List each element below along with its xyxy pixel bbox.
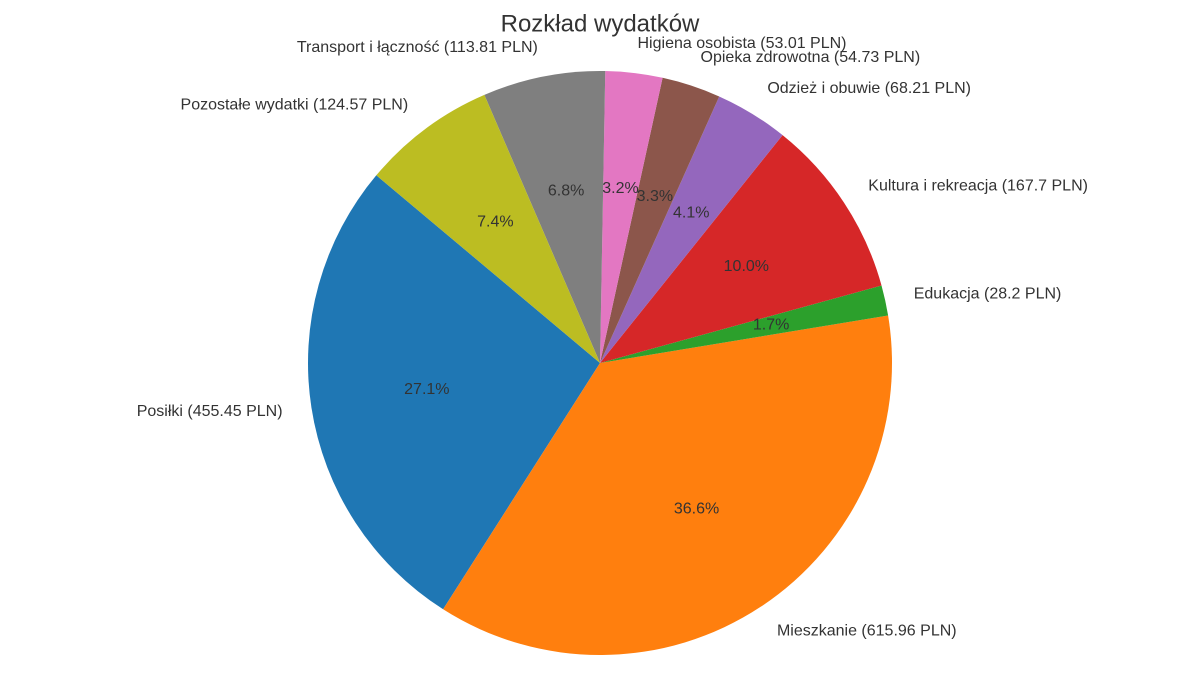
slice-label: Edukacja (28.2 PLN) — [914, 285, 1062, 302]
pie-slice — [484, 71, 606, 363]
pie-slice — [600, 285, 889, 363]
percent-label: 3.2% — [602, 180, 638, 197]
pie-slice — [600, 71, 663, 363]
percent-label: 4.1% — [673, 205, 709, 222]
pie-slice — [600, 135, 882, 363]
percent-label: 27.1% — [404, 381, 449, 398]
pie-slice — [308, 175, 600, 610]
chart-title: Rozkład wydatków — [501, 10, 700, 37]
slice-label: Mieszkanie (615.96 PLN) — [777, 622, 957, 639]
percent-label: 36.6% — [674, 500, 719, 517]
percent-label: 10.0% — [724, 258, 769, 275]
pie-slice — [600, 96, 783, 364]
pie-slice — [443, 315, 892, 655]
slice-label: Opieka zdrowotna (54.73 PLN) — [701, 49, 921, 66]
slice-label: Odzież i obuwie (68.21 PLN) — [767, 80, 971, 97]
slice-label: Higiena osobista (53.01 PLN) — [638, 35, 847, 52]
pie-slice — [600, 77, 720, 364]
percent-label: 7.4% — [477, 214, 513, 231]
slice-label: Pozostałe wydatki (124.57 PLN) — [181, 97, 409, 114]
pie-slice — [376, 94, 600, 363]
slice-label: Posiłki (455.45 PLN) — [137, 403, 283, 420]
percent-label: 6.8% — [548, 182, 584, 199]
slice-label: Kultura i rekreacja (167.7 PLN) — [868, 178, 1088, 195]
slice-label: Transport i łączność (113.81 PLN) — [297, 39, 538, 56]
percent-label: 1.7% — [753, 317, 789, 334]
percent-label: 3.3% — [637, 188, 673, 205]
